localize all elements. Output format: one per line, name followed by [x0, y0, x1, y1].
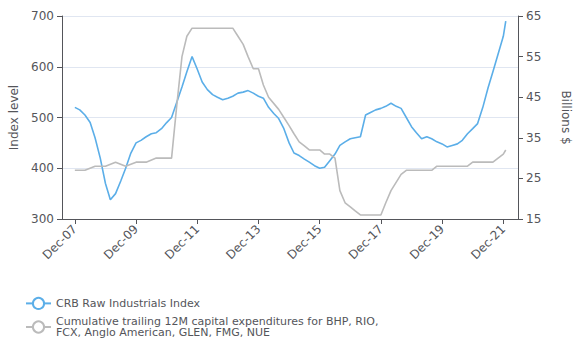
- svg-text:55: 55: [526, 50, 541, 64]
- svg-text:Dec-15: Dec-15: [284, 222, 324, 262]
- svg-text:CRB Raw Industrials Index: CRB Raw Industrials Index: [56, 297, 201, 310]
- svg-text:Dec-21: Dec-21: [468, 222, 508, 262]
- svg-text:Index level: Index level: [7, 85, 21, 150]
- svg-text:Dec-07: Dec-07: [40, 222, 80, 262]
- svg-text:Dec-17: Dec-17: [346, 222, 386, 262]
- svg-text:45: 45: [526, 90, 541, 104]
- svg-text:Dec-11: Dec-11: [162, 222, 202, 262]
- svg-text:300: 300: [31, 212, 54, 226]
- svg-text:25: 25: [526, 171, 541, 185]
- svg-text:Cumulative trailing 12M capita: Cumulative trailing 12M capital expendit…: [56, 315, 379, 328]
- svg-text:Dec-09: Dec-09: [101, 222, 141, 262]
- svg-text:Dec-13: Dec-13: [223, 222, 263, 262]
- svg-text:FCX, Anglo American, GLEN, FMG: FCX, Anglo American, GLEN, FMG, NUE: [56, 326, 270, 339]
- svg-text:65: 65: [526, 9, 541, 23]
- svg-text:500: 500: [31, 111, 54, 125]
- svg-text:600: 600: [31, 60, 54, 74]
- svg-text:15: 15: [526, 212, 541, 226]
- svg-text:700: 700: [31, 9, 54, 23]
- svg-text:Billions $: Billions $: [559, 90, 573, 144]
- svg-text:35: 35: [526, 131, 541, 145]
- svg-text:Dec-19: Dec-19: [407, 222, 447, 262]
- svg-text:400: 400: [31, 161, 54, 175]
